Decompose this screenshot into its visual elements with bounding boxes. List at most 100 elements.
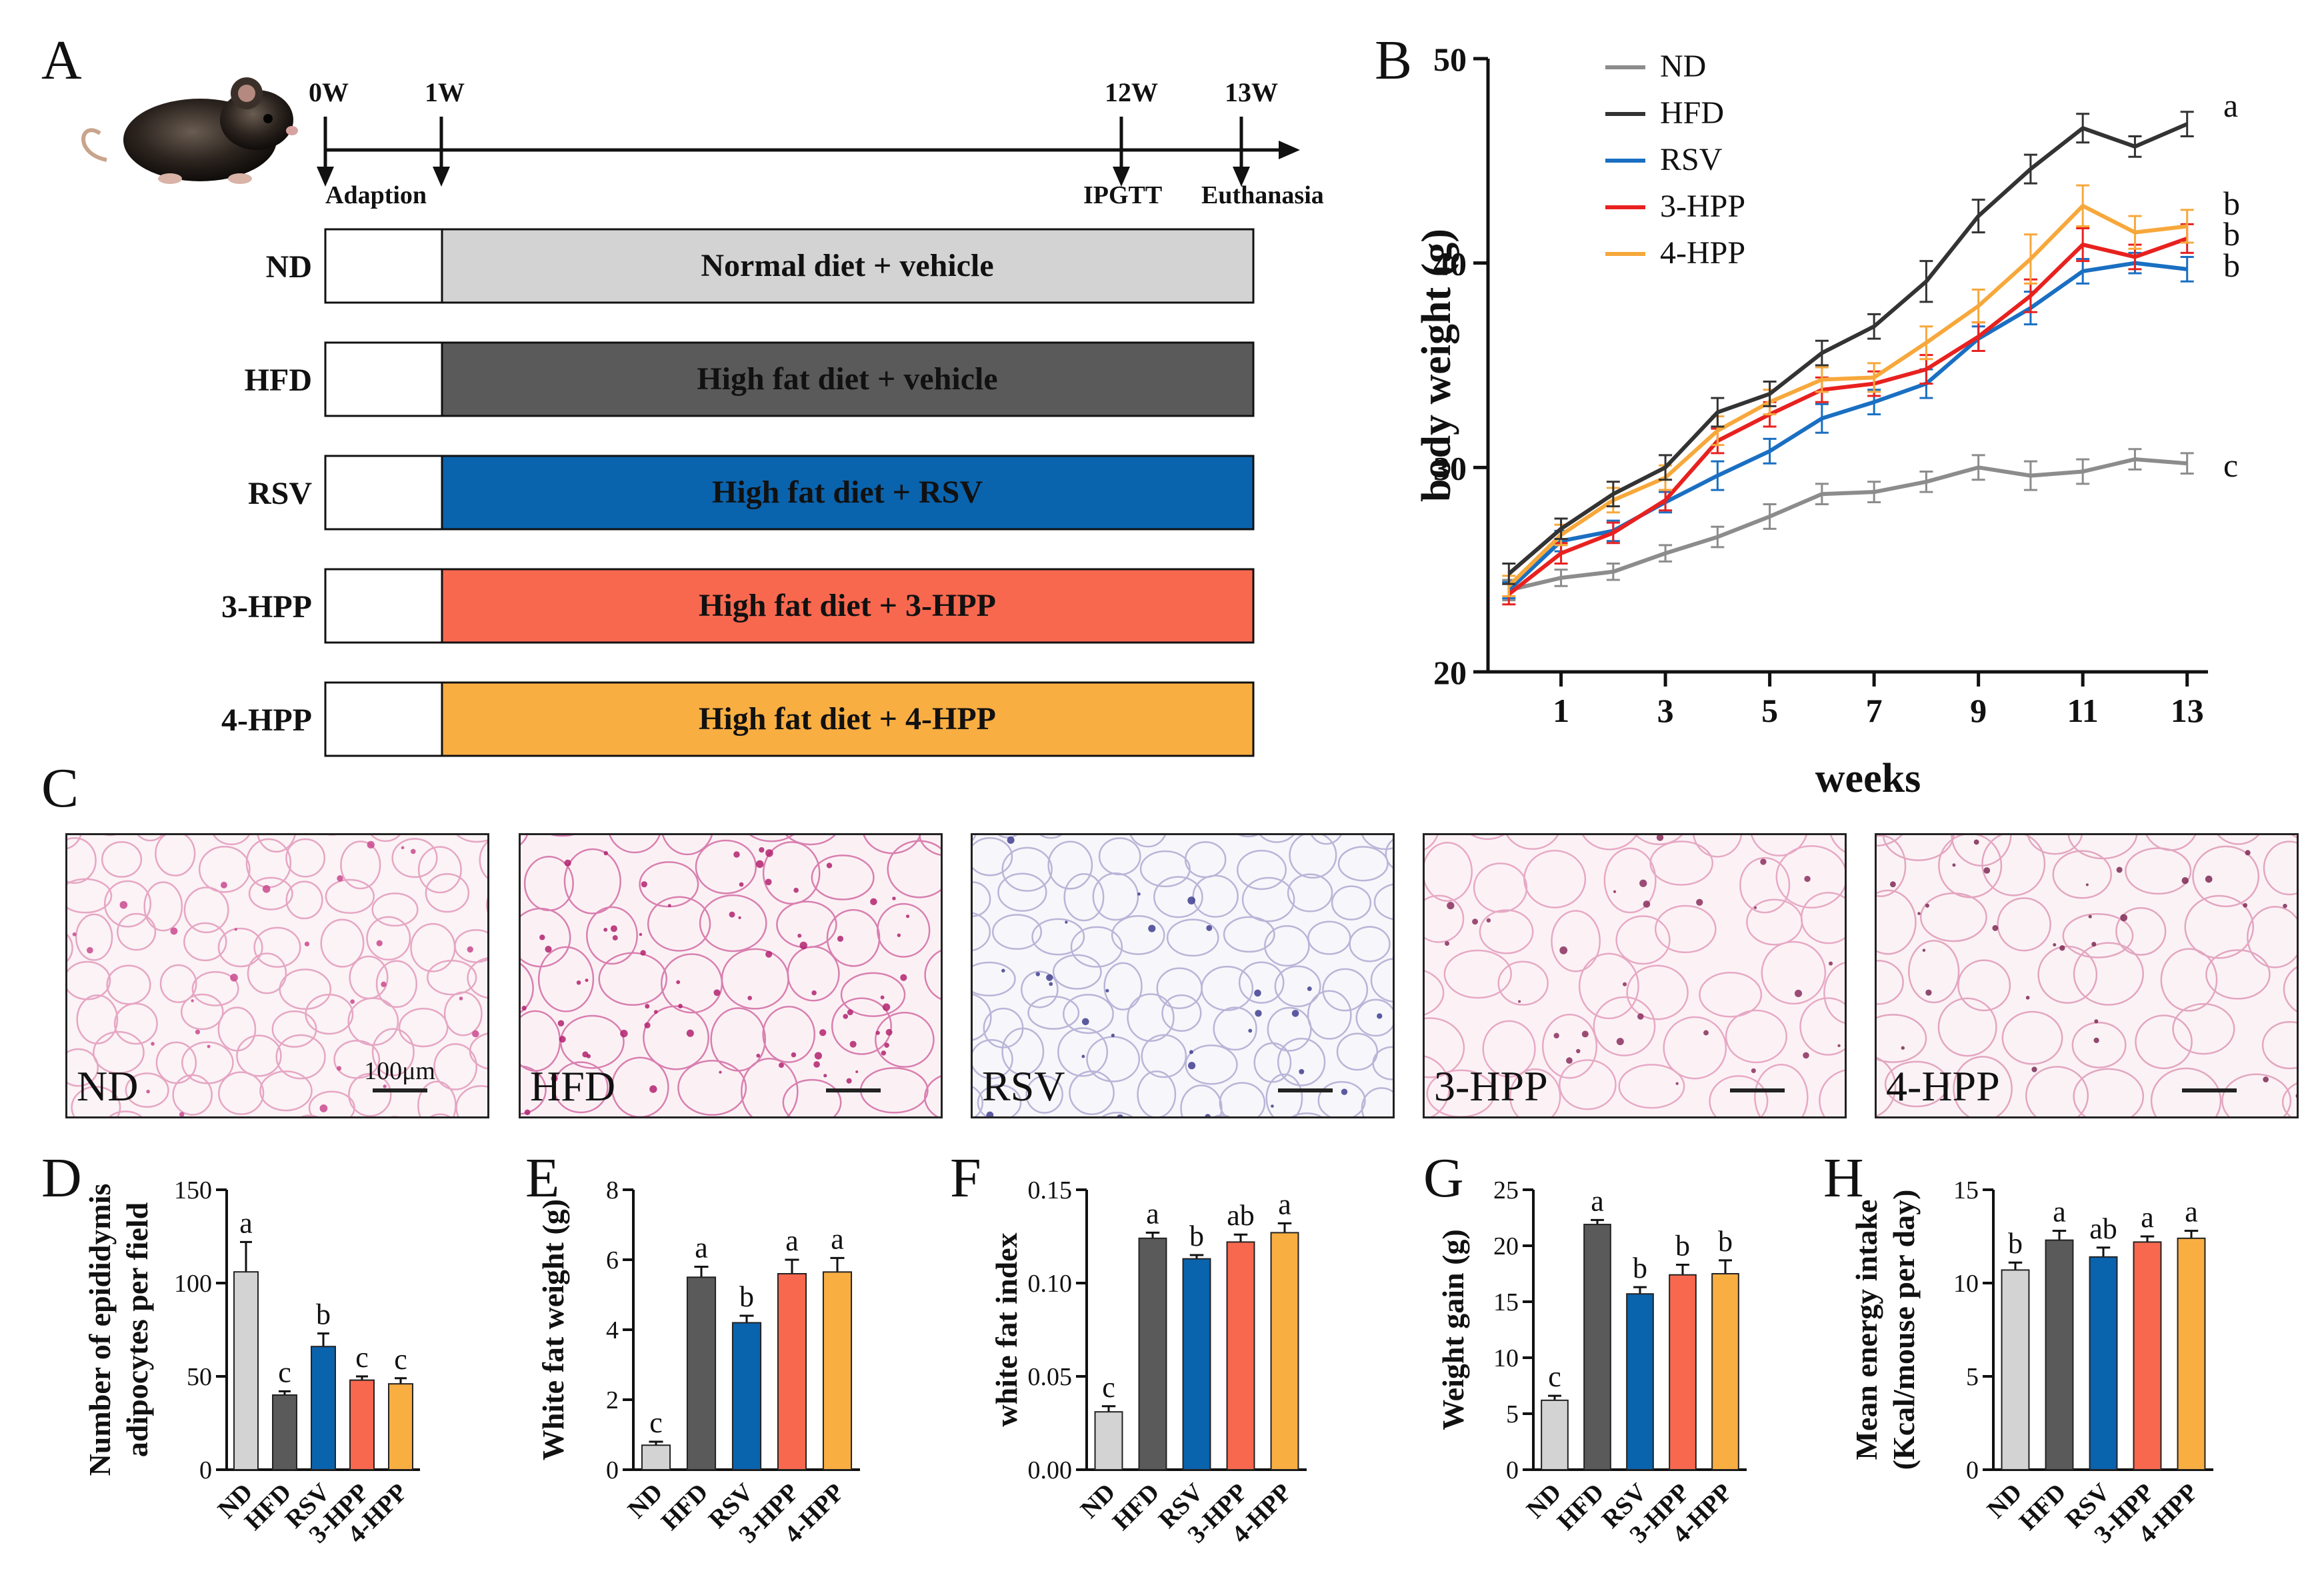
adipocyte-outline [1336, 1032, 1379, 1071]
adipocyte-outline [301, 1114, 319, 1116]
histology-group-label: ND [77, 1062, 139, 1110]
nucleus-stain [2283, 903, 2287, 908]
adipocyte-outline [1981, 835, 2046, 896]
nucleus-stain [620, 1029, 628, 1038]
adipocyte-outline [1709, 1075, 1769, 1116]
adipocyte-outline [275, 1034, 326, 1080]
adipocyte-outline [2073, 942, 2144, 1006]
nucleus-stain [319, 1104, 328, 1112]
scale-bar [2182, 1088, 2237, 1092]
adipocyte-outline [1882, 835, 1955, 861]
adipocyte-outline [553, 1061, 609, 1114]
adipocyte-outline [887, 840, 941, 898]
nucleus-stain [897, 933, 901, 937]
adipocyte-outline [1322, 968, 1369, 1012]
treatment-label: High fat diet + RSV [712, 475, 983, 510]
nucleus-stain [1188, 1062, 1196, 1070]
significance-letter: b [1189, 1220, 1204, 1252]
nucleus-stain [940, 944, 941, 945]
adipocyte-outline [997, 872, 1047, 912]
bar-nd [233, 1271, 259, 1470]
adipocyte-outline [647, 896, 711, 952]
x-tick-label: HFD [1552, 1478, 1609, 1536]
nucleus-stain [719, 1070, 722, 1074]
adipocyte-outline [236, 1034, 282, 1077]
bar-nd [1094, 1411, 1123, 1470]
scale-bar [826, 1088, 881, 1092]
nucleus-stain [1917, 912, 1921, 915]
significance-letter: b [2223, 215, 2240, 253]
nucleus-stain [1081, 1054, 1085, 1058]
significance-letter: a [1278, 1188, 1291, 1220]
nucleus-stain [884, 1042, 889, 1048]
nucleus-stain [1623, 982, 1627, 986]
significance-letter: c [278, 1356, 291, 1388]
adipocyte-outline [417, 1080, 457, 1116]
histology-group-label: HFD [530, 1062, 616, 1110]
nucleus-stain [678, 1004, 683, 1008]
nucleus-stain [1952, 863, 1956, 867]
nucleus-stain [1271, 1104, 1274, 1108]
series-rsv [1502, 251, 2194, 600]
adipocyte-outline [305, 993, 354, 1035]
adipocyte-outline [2192, 845, 2260, 908]
adipocyte-outline [1057, 1027, 1109, 1077]
nucleus-stain [207, 1044, 211, 1048]
adipose-tissue-section [973, 835, 1393, 1116]
adipocyte-outline [973, 993, 992, 1041]
treatment-bar [441, 341, 1255, 417]
adipocyte-outline [1213, 1006, 1257, 1051]
adipocyte-outline [76, 994, 119, 1044]
adipocyte-outline [425, 873, 470, 913]
nucleus-stain [814, 1052, 823, 1060]
nucleus-stain [747, 996, 753, 1000]
adipocyte-outline [973, 1086, 984, 1116]
adipocyte-outline [1497, 960, 1549, 1006]
adipocyte-outline [1259, 835, 1295, 843]
nucleus-stain [811, 990, 817, 996]
adipocyte-outline [479, 840, 487, 879]
adipocyte-outline [924, 949, 941, 1000]
adipocyte-outline [67, 837, 97, 884]
significance-letter: c [1102, 1371, 1115, 1404]
nucleus-stain [585, 978, 589, 982]
adipocyte-outline [1372, 1046, 1393, 1080]
bar-nd [2001, 1269, 2030, 1471]
adipocyte-outline [2135, 1014, 2193, 1070]
nucleus-stain [383, 1084, 387, 1088]
adipose-tissue-section [1877, 835, 2297, 1116]
adipocyte-outline [973, 881, 991, 917]
adipocyte-outline [1581, 835, 1637, 850]
nucleus-stain [738, 916, 741, 919]
adipocyte-outline [1337, 846, 1389, 882]
bar-hfd [1583, 1224, 1611, 1470]
adipocyte-outline [1025, 1075, 1063, 1114]
adipocyte-outline [117, 912, 157, 951]
adipocyte-outline [1618, 1064, 1685, 1109]
y-tick-label: 5 [1506, 1400, 1519, 1428]
adipocyte-outline [1166, 918, 1219, 957]
legend-label: HFD [1660, 95, 1724, 131]
timepoint-arrowhead [1233, 167, 1250, 187]
bar-nd [641, 1444, 671, 1470]
adipocyte-outline [1559, 1059, 1617, 1110]
adipocyte-outline [1241, 876, 1295, 922]
adipocyte-outline [67, 933, 73, 962]
adipocyte-outline [521, 962, 534, 1014]
adipocyte-outline [1027, 995, 1080, 1030]
adipocyte-outline [1739, 856, 1791, 914]
y-axis-title: Number of epididymis [83, 1184, 117, 1476]
nucleus-stain [875, 1030, 880, 1035]
nucleus-stain [2243, 902, 2248, 908]
adipocyte-outline [1137, 1070, 1177, 1116]
nucleus-stain [1189, 1050, 1193, 1054]
adipocyte-outline [469, 1032, 487, 1070]
x-tick-label: 11 [2067, 692, 2099, 729]
nucleus-stain [1518, 1000, 1521, 1003]
nucleus-stain [170, 927, 178, 935]
nucleus-stain [610, 925, 617, 932]
adipocyte-outline [537, 946, 595, 1012]
adipocyte-outline [1877, 835, 1907, 897]
nucleus-stain [467, 946, 473, 953]
